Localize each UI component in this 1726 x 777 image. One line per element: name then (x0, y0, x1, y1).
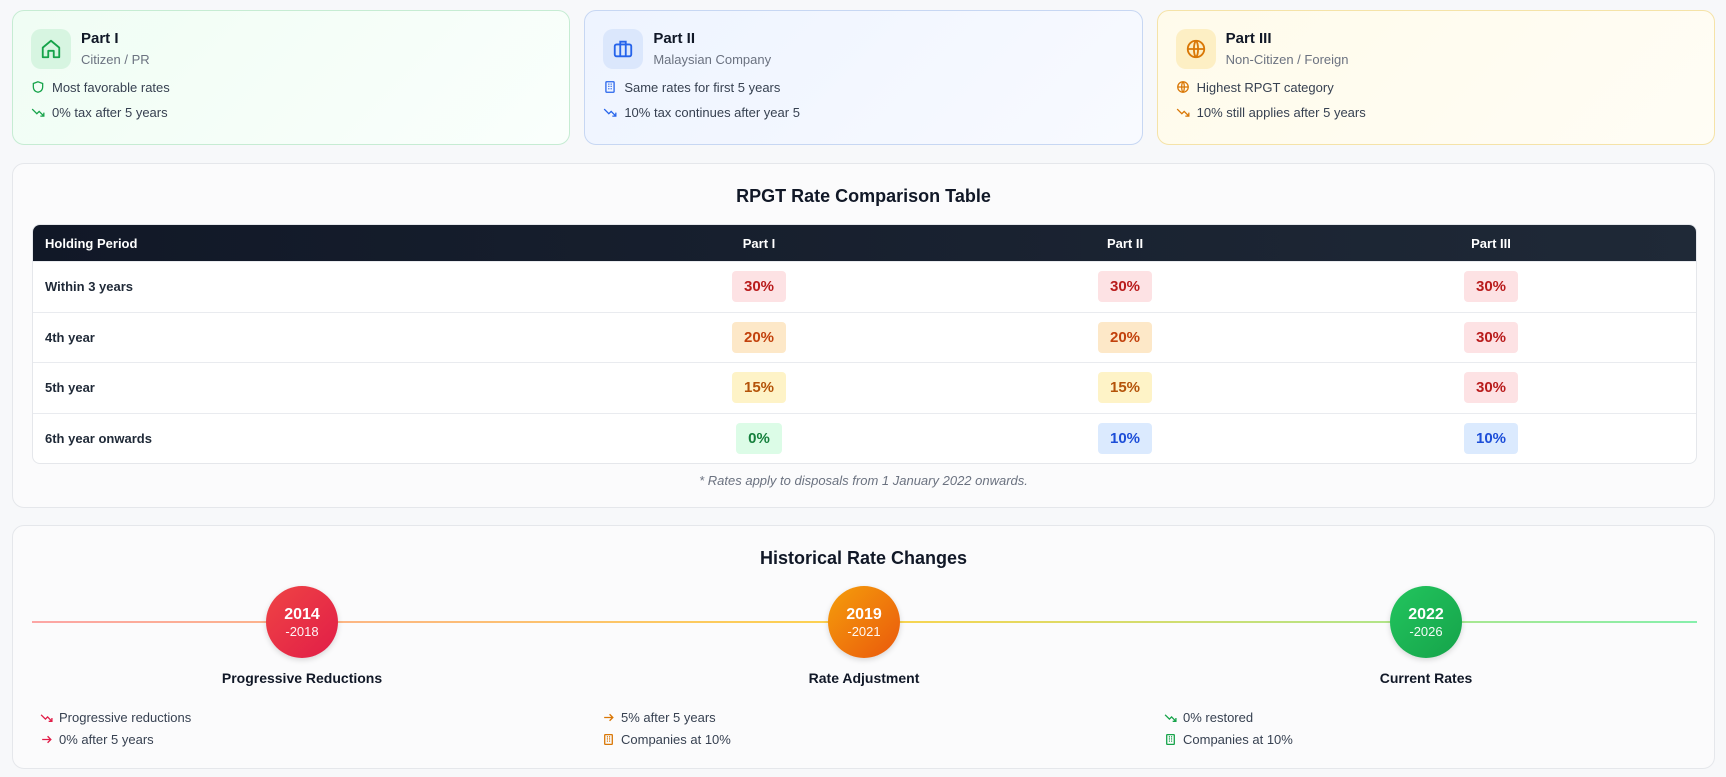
table-title: RPGT Rate Comparison Table (736, 186, 991, 206)
holding-period: 4th year (45, 329, 95, 345)
milestone-item: Companies at 10% (602, 728, 1134, 750)
rate-badge: 20% (1097, 321, 1153, 353)
rate-badge: 0% (736, 422, 782, 454)
table-row: 4th year 20% 20% 30% (33, 311, 1696, 363)
rate-badge: 30% (1463, 372, 1519, 404)
milestone-details: 5% after 5 years Companies at 10% (594, 706, 1134, 750)
milestone-2022: 2022 -2026 Current Rates (1156, 586, 1696, 686)
milestone-2014: 2014 -2018 Progressive Reductions (32, 586, 572, 686)
rate-badge: 10% (1097, 422, 1153, 454)
card-part-3: Part III Non-Citizen / Foreign Highest R… (1156, 10, 1715, 145)
milestone-year: 2014 (284, 605, 320, 623)
card-part-1: Part I Citizen / PR Most favorable rates… (12, 10, 571, 145)
trending-down-icon (1164, 713, 1177, 722)
column-header: Part II (1106, 235, 1144, 251)
table-row: 5th year 15% 15% 30% (33, 362, 1696, 413)
rate-table-panel: RPGT Rate Comparison Table Holding Perio… (12, 163, 1715, 508)
globe-icon (1176, 81, 1189, 93)
milestone-year: 2019 (846, 605, 882, 623)
rate-badge: 30% (1097, 271, 1153, 303)
milestone-end-year: -2021 (847, 623, 881, 639)
holding-period: 5th year (45, 380, 95, 396)
milestone-item-text: Companies at 10% (621, 731, 731, 747)
card-feature: Same rates for first 5 years (603, 78, 1123, 96)
card-subtitle: Malaysian Company (653, 51, 772, 67)
timeline-panel: Historical Rate Changes 2014 -2018 Progr… (12, 525, 1715, 769)
category-cards: Part I Citizen / PR Most favorable rates… (12, 10, 1715, 145)
milestone-end-year: -2018 (285, 623, 319, 639)
card-feature: Highest RPGT category (1176, 78, 1696, 96)
timeline-title: Historical Rate Changes (759, 548, 968, 568)
milestone-item: Companies at 10% (1164, 728, 1696, 750)
feature-text: Highest RPGT category (1196, 79, 1334, 95)
building-icon (605, 81, 616, 93)
rate-badge: 15% (731, 372, 787, 404)
feature-text: 10% still applies after 5 years (1196, 104, 1366, 120)
feature-text: 0% tax after 5 years (52, 104, 168, 120)
trending-down-icon (604, 108, 617, 117)
milestone-item: 0% restored (1164, 706, 1696, 728)
milestone-item-text: Progressive reductions (59, 709, 192, 725)
card-feature: Most favorable rates (31, 78, 551, 96)
milestone-item-text: Companies at 10% (1183, 731, 1293, 747)
holding-period: 6th year onwards (45, 430, 152, 446)
feature-text: 10% tax continues after year 5 (624, 104, 800, 120)
milestone-item-text: 0% restored (1183, 709, 1254, 725)
globe-icon (1175, 29, 1216, 69)
trending-down-icon (40, 713, 53, 722)
rate-badge: 10% (1463, 422, 1519, 454)
milestone-title: Current Rates (1379, 670, 1473, 686)
milestone-details: Progressive reductions 0% after 5 years (32, 706, 572, 750)
milestone-details: 0% restored Companies at 10% (1156, 706, 1696, 750)
card-feature: 10% still applies after 5 years (1176, 103, 1696, 121)
arrow-right-icon (42, 735, 52, 743)
milestone-title: Progressive Reductions (221, 670, 383, 686)
rate-badge: 30% (1463, 321, 1519, 353)
rate-badge: 15% (1097, 372, 1153, 404)
table-row: 6th year onwards 0% 10% 10% (33, 412, 1696, 464)
card-title: Part II (653, 29, 696, 47)
home-icon (31, 29, 71, 69)
rate-badge: 20% (731, 321, 787, 353)
table-footnote: * Rates apply to disposals from 1 Januar… (699, 473, 1028, 488)
arrow-right-icon (604, 713, 614, 721)
rate-badge: 30% (1463, 271, 1519, 303)
feature-text: Most favorable rates (52, 79, 170, 95)
milestone-title: Rate Adjustment (808, 670, 920, 686)
milestone-end-year: -2026 (1409, 623, 1443, 639)
card-part-2: Part II Malaysian Company Same rates for… (584, 10, 1143, 145)
milestone-item: Progressive reductions (40, 706, 572, 728)
trending-down-icon (31, 108, 45, 117)
milestone-item: 5% after 5 years (602, 706, 1134, 728)
column-header: Part III (1471, 235, 1511, 251)
building-icon (1166, 733, 1175, 745)
table-row: Within 3 years 30% 30% 30% (33, 261, 1696, 312)
briefcase-icon (603, 29, 644, 69)
table-header: Holding Period Part I Part II Part III (33, 225, 1696, 261)
card-title: Part I (81, 29, 119, 47)
milestone-2019: 2019 -2021 Rate Adjustment (594, 586, 1134, 686)
milestone-item-text: 0% after 5 years (59, 731, 154, 747)
column-header: Holding Period (45, 235, 138, 251)
milestone-circle: 2022 -2026 (1390, 586, 1462, 658)
rate-badge: 30% (731, 271, 787, 303)
building-icon (604, 733, 613, 745)
card-subtitle: Non-Citizen / Foreign (1225, 51, 1349, 67)
milestone-circle: 2019 -2021 (828, 586, 900, 658)
trending-down-icon (1176, 108, 1190, 117)
card-feature: 10% tax continues after year 5 (603, 103, 1123, 121)
milestone-year: 2022 (1408, 605, 1444, 623)
card-feature: 0% tax after 5 years (31, 103, 551, 121)
column-header: Part I (742, 235, 776, 251)
milestone-item: 0% after 5 years (40, 728, 572, 750)
milestone-item-text: 5% after 5 years (621, 709, 716, 725)
card-subtitle: Citizen / PR (81, 51, 150, 67)
milestone-circle: 2014 -2018 (266, 586, 338, 658)
feature-text: Same rates for first 5 years (624, 79, 781, 95)
shield-icon (32, 81, 44, 93)
card-title: Part III (1225, 29, 1272, 47)
rate-table: Holding Period Part I Part II Part III W… (32, 224, 1697, 464)
holding-period: Within 3 years (45, 279, 134, 295)
